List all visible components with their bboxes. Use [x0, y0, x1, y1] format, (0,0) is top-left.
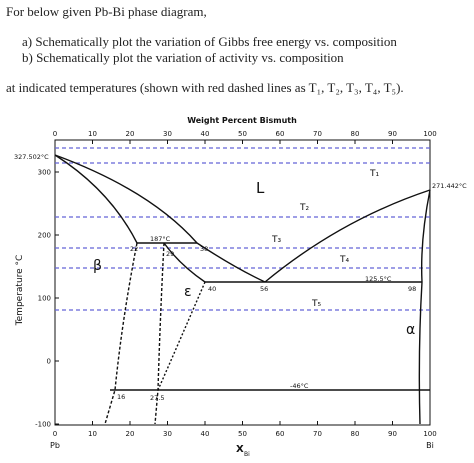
- phase-label: α: [406, 322, 415, 338]
- bottom-tick-label: 100: [423, 430, 436, 438]
- annotation: 125.5°C: [365, 275, 392, 283]
- top-tick-label: 20: [126, 130, 135, 138]
- annotation: 16: [117, 393, 125, 401]
- annotation: 40: [208, 285, 216, 293]
- temperature-label: T₅: [311, 299, 321, 309]
- phase-label: β: [93, 258, 102, 274]
- y-tick-label: 100: [38, 295, 51, 303]
- annotation: -46°C: [290, 382, 309, 390]
- bottom-tick-label: 90: [388, 430, 397, 438]
- bottom-tick-label: 30: [163, 430, 172, 438]
- temperature-label: T₃: [271, 235, 281, 245]
- bottom-tick-label: 10: [88, 430, 97, 438]
- annotation: 29: [166, 250, 174, 258]
- x-axis-label-sub: Bi: [244, 451, 250, 458]
- top-tick-label: 0: [53, 130, 57, 138]
- y-tick-label: 0: [47, 358, 51, 366]
- bottom-tick-label: 50: [238, 430, 247, 438]
- bottom-tick-label: 20: [126, 430, 135, 438]
- annotation: 271.442°C: [432, 182, 467, 190]
- bottom-tick-label: 60: [276, 430, 285, 438]
- phase-label: L: [256, 179, 265, 197]
- top-tick-label: 100: [423, 130, 436, 138]
- phase-boundaries: [54, 154, 431, 425]
- top-tick-label: 90: [388, 130, 397, 138]
- y-axis-label: Temperature °C: [15, 255, 25, 327]
- note: at indicated temperatures (shown with re…: [6, 80, 404, 95]
- intro: For below given Pb-Bi phase diagram,: [6, 4, 207, 19]
- temperature-label: T₂: [299, 203, 309, 213]
- temperature-label: T₄: [339, 255, 349, 265]
- top-tick-label: 80: [351, 130, 360, 138]
- x-axis-label: X: [236, 444, 244, 455]
- top-tick-label: 40: [201, 130, 210, 138]
- y-tick-label: 300: [38, 169, 51, 177]
- annotation: 38: [200, 245, 208, 253]
- annotation: 187°C: [150, 235, 171, 243]
- top-tick-label: 10: [88, 130, 97, 138]
- annotation: 98: [408, 285, 416, 293]
- bottom-tick-label: 40: [201, 430, 210, 438]
- task: a) Schematically plot the variation of G…: [22, 34, 397, 49]
- top-tick-label: 50: [238, 130, 247, 138]
- annotation: 327.502°C: [14, 153, 49, 161]
- y-tick-label: 200: [38, 232, 51, 240]
- y-tick-label: -100: [35, 421, 51, 429]
- x-end-label: Pb: [50, 441, 60, 450]
- x-end-label: Bi: [426, 441, 434, 450]
- top-tick-label: 60: [276, 130, 285, 138]
- annotation: 56: [260, 285, 268, 293]
- annotation: 22: [130, 245, 138, 253]
- phase-label: ε: [184, 284, 192, 300]
- top-tick-label: 30: [163, 130, 172, 138]
- task: b) Schematically plot the variation of a…: [22, 50, 344, 65]
- bottom-tick-label: 0: [53, 430, 57, 438]
- annotation: 27.5: [150, 394, 164, 402]
- temperature-label: T₁: [369, 169, 379, 179]
- axis-title: Weight Percent Bismuth: [187, 116, 297, 125]
- bottom-tick-label: 70: [313, 430, 322, 438]
- bottom-tick-label: 80: [351, 430, 360, 438]
- top-tick-label: 70: [313, 130, 322, 138]
